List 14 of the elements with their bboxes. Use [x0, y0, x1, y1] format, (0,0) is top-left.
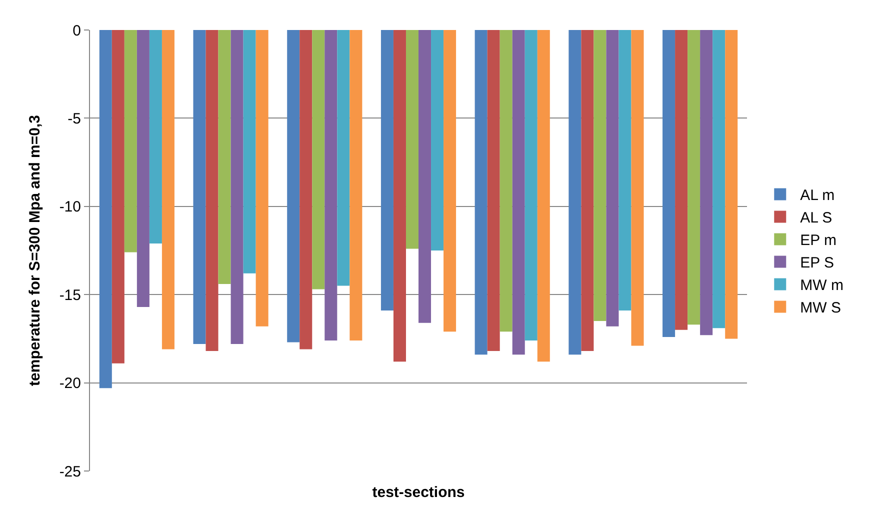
- legend-label: MW m: [800, 277, 844, 294]
- y-tick-label: -5: [68, 110, 81, 128]
- y-tick-label: -25: [59, 463, 81, 480]
- legend-label: AL m: [800, 187, 835, 204]
- y-tick-label: -10: [59, 198, 81, 216]
- x-axis-title: test-sections: [372, 484, 465, 501]
- y-tick-label: -20: [59, 375, 81, 392]
- y-tick-label: -15: [59, 286, 81, 304]
- y-tick-label: 0: [72, 22, 81, 40]
- y-axis-title: temperature for S=300 Mpa and m=0,3: [26, 115, 44, 386]
- legend-label: MW S: [800, 300, 841, 317]
- legend-label: AL S: [800, 210, 832, 227]
- legend-label: EP m: [800, 232, 837, 250]
- legend-label: EP S: [800, 254, 834, 272]
